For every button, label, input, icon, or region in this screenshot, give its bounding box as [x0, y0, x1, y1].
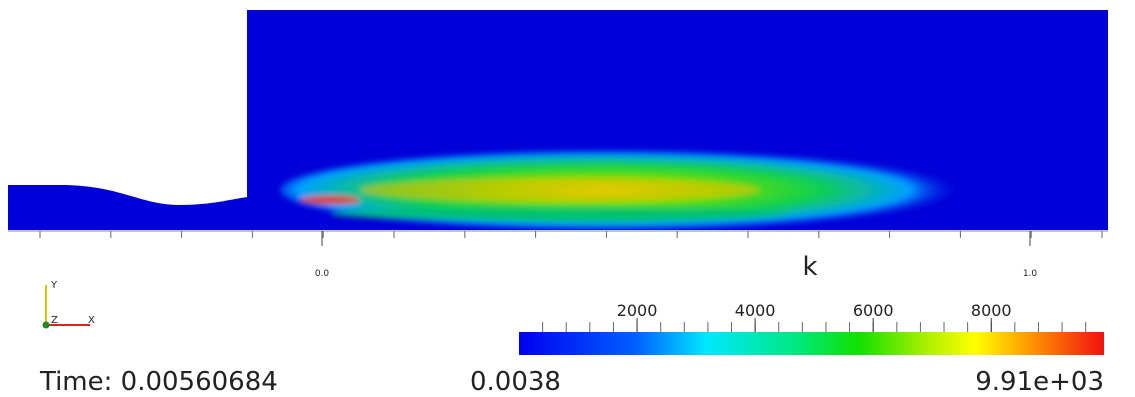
- y-label: Y: [50, 280, 58, 291]
- plume-lower: [330, 207, 790, 221]
- colorbar-tick-label: 6000: [853, 301, 894, 320]
- colorbar-tick-label: 4000: [735, 301, 776, 320]
- z-label: Z: [51, 315, 58, 326]
- plume-source: [300, 196, 360, 204]
- colorbar-ticks: 0.0038 9.91e+03 2000 4000 6000 8000: [470, 301, 1104, 397]
- ruler-tick-label: 1.0: [1023, 269, 1038, 279]
- ruler-tick-label: 0.0: [315, 269, 330, 279]
- ruler: 0.0 1.0: [8, 230, 1108, 279]
- colorbar: [519, 332, 1104, 355]
- time-label: Time: 0.00560684: [39, 367, 278, 397]
- z-axis: [42, 321, 50, 329]
- plume-core: [360, 178, 760, 202]
- colorbar-tick-label: 2000: [617, 301, 658, 320]
- colorbar-min-label: 0.0038: [470, 367, 561, 397]
- colorbar-tick-label: 8000: [971, 301, 1012, 320]
- colorbar-title: k: [802, 252, 817, 282]
- x-label: X: [88, 315, 95, 326]
- colorbar-max-label: 9.91e+03: [975, 367, 1104, 397]
- axes-triad: Y X Z: [42, 280, 95, 329]
